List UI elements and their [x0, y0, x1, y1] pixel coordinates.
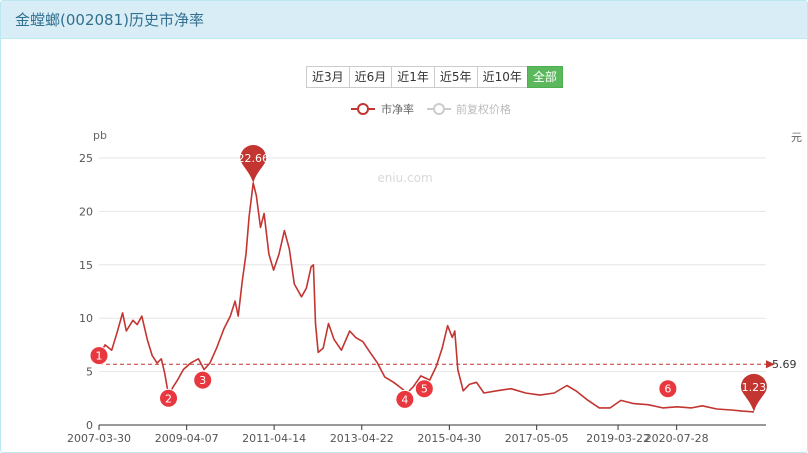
- annotation-circle-4: [395, 389, 415, 409]
- annotation-circle-2: [159, 388, 179, 408]
- annotation-3: 3: [193, 370, 213, 390]
- legend-label-price: 前复权价格: [456, 102, 511, 116]
- max-marker-pin: [240, 144, 267, 183]
- last-marker-label: 1.23: [742, 381, 767, 394]
- annotation-circle-6: [658, 379, 678, 399]
- annotation-1: 1: [89, 346, 109, 366]
- x-tick-2007-03-30: 2007-03-30: [67, 432, 131, 445]
- legend-item-pb[interactable]: 市净率: [351, 102, 414, 116]
- annotation-circle-1: [89, 346, 109, 366]
- x-tick-2013-04-22: 2013-04-22: [330, 432, 394, 445]
- y2-axis-label: 元: [791, 131, 802, 144]
- mean-line-arrow: [766, 360, 775, 369]
- annotation-label-2: 2: [165, 392, 172, 405]
- annotation-circle-3: [193, 370, 213, 390]
- grid-lines: [99, 157, 766, 373]
- annotation-label-1: 1: [96, 350, 103, 363]
- series-line-pb[interactable]: [98, 182, 754, 413]
- legend-item-price[interactable]: 前复权价格: [427, 102, 511, 116]
- range-6m-button[interactable]: 近6月: [348, 66, 393, 88]
- range-all-button[interactable]: 全部: [526, 66, 563, 88]
- annotation-6: 6: [658, 379, 678, 399]
- annotation-label-4: 4: [401, 393, 408, 406]
- annotation-2: 2: [159, 388, 179, 408]
- y-axis-ticks: 0 5 10 15 20 25: [79, 152, 93, 432]
- annotation-4: 4: [395, 389, 415, 409]
- x-tick-2019-03-22: 2019-03-22: [586, 432, 650, 445]
- y-tick-10: 10: [79, 312, 93, 325]
- range-selector: 近3月 近6月 近1年 近5年 近10年 全部: [306, 66, 563, 88]
- y-tick-5: 5: [86, 366, 93, 379]
- annotation-label-6: 6: [664, 383, 671, 396]
- x-axis: 2007-03-30 2009-04-07 2011-04-14 2013-04-22…: [67, 424, 766, 445]
- y-tick-0: 0: [86, 419, 93, 432]
- annotation-label-3: 3: [199, 374, 206, 387]
- x-tick-2015-04-30: 2015-04-30: [417, 432, 481, 445]
- y-tick-20: 20: [79, 205, 93, 218]
- range-10y-button[interactable]: 近10年: [476, 66, 528, 88]
- x-tick-2020-07-28: 2020-07-28: [645, 432, 709, 445]
- mean-line: 5.69: [99, 358, 797, 371]
- panel-title: 金螳螂(002081)历史市净率: [1, 1, 807, 39]
- max-marker-label: 22.66: [237, 152, 269, 165]
- last-marker-pin: [740, 373, 767, 412]
- watermark: eniu.com: [377, 171, 432, 185]
- x-tick-2009-04-07: 2009-04-07: [155, 432, 219, 445]
- x-tick-2011-04-14: 2011-04-14: [242, 432, 306, 445]
- annotation-5: 5: [414, 379, 434, 399]
- annotation-label-5: 5: [421, 383, 428, 396]
- legend: 市净率 前复权价格: [351, 102, 511, 116]
- y-axis-label: pb: [93, 129, 107, 142]
- y-tick-15: 15: [79, 259, 93, 272]
- mean-line-label: 5.69: [772, 358, 797, 371]
- annotation-circle-5: [414, 379, 434, 399]
- y-tick-25: 25: [79, 152, 93, 165]
- legend-label-pb: 市净率: [381, 102, 414, 116]
- last-marker[interactable]: 1.23: [740, 373, 767, 412]
- max-marker[interactable]: 22.66: [237, 144, 269, 183]
- range-5y-button[interactable]: 近5年: [433, 66, 478, 88]
- x-tick-2017-05-05: 2017-05-05: [505, 432, 569, 445]
- range-3m-button[interactable]: 近3月: [306, 66, 350, 88]
